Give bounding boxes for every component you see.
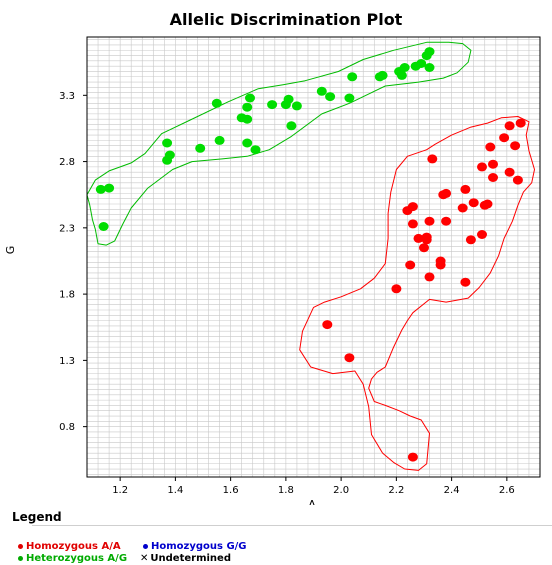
data-point-heterozygous-ag xyxy=(347,72,358,82)
x-tick-label: 1.6 xyxy=(223,485,239,496)
data-point-heterozygous-ag xyxy=(325,92,336,102)
cluster-outlines xyxy=(86,41,535,471)
data-point-heterozygous-ag xyxy=(164,150,175,160)
y-tick-label: 3.3 xyxy=(59,91,75,102)
data-point-homozygous-aa xyxy=(427,154,438,164)
y-tick-label: 1.8 xyxy=(59,290,75,301)
data-point-homozygous-aa xyxy=(405,260,416,270)
data-point-homozygous-aa xyxy=(482,199,493,209)
data-point-heterozygous-ag xyxy=(377,70,388,80)
plot-frame xyxy=(86,36,541,478)
data-point-homozygous-aa xyxy=(504,167,515,177)
legend-item-homozygous-aa: Homozygous A/A xyxy=(18,541,121,552)
chart-grid xyxy=(86,37,541,477)
data-point-heterozygous-ag xyxy=(316,86,327,96)
data-point-heterozygous-ag xyxy=(267,100,278,110)
data-point-homozygous-aa xyxy=(468,198,479,208)
cluster-outline-homozygous-aa xyxy=(299,116,535,471)
x-tick-label: 1.4 xyxy=(167,485,183,496)
data-point-heterozygous-ag xyxy=(242,102,253,112)
data-point-heterozygous-ag xyxy=(399,63,410,72)
data-point-homozygous-aa xyxy=(510,141,521,151)
data-point-heterozygous-ag xyxy=(286,121,297,131)
x-mark-icon: ✕ xyxy=(140,553,149,564)
chart-title: Allelic Discrimination Plot xyxy=(170,10,403,29)
data-point-homozygous-aa xyxy=(391,284,402,294)
data-point-heterozygous-ag xyxy=(98,222,109,231)
data-point-heterozygous-ag xyxy=(344,93,355,103)
y-tick-label: 2.8 xyxy=(59,157,75,168)
data-point-heterozygous-ag xyxy=(424,47,435,57)
legend-divider xyxy=(32,525,552,526)
legend-title: Legend xyxy=(12,510,62,524)
data-point-heterozygous-ag xyxy=(250,145,261,155)
data-point-heterozygous-ag xyxy=(424,63,435,72)
data-point-heterozygous-ag xyxy=(242,138,253,148)
x-axis-ticks: 1.2 1.4 1.6 1.8 2.0 2.2 2.4 2.6 xyxy=(112,477,515,496)
data-point-heterozygous-ag xyxy=(396,70,407,80)
data-point-homozygous-aa xyxy=(407,219,418,229)
data-point-homozygous-aa xyxy=(465,235,476,245)
data-point-homozygous-aa xyxy=(407,202,418,212)
x-tick-label: 2.0 xyxy=(333,485,349,496)
data-point-homozygous-aa xyxy=(457,203,468,213)
data-point-heterozygous-ag xyxy=(162,138,173,148)
y-axis-label: G xyxy=(4,246,17,255)
y-tick-label: 2.3 xyxy=(59,223,75,234)
x-tick-label: 2.2 xyxy=(388,485,404,496)
data-point-homozygous-aa xyxy=(488,159,498,169)
y-axis-ticks: 0.8 1.3 1.8 2.3 2.8 3.3 xyxy=(59,91,87,433)
data-point-heterozygous-ag xyxy=(245,93,255,103)
y-tick-label: 1.3 xyxy=(59,356,75,367)
legend-item-undetermined: ✕ Undetermined xyxy=(140,553,231,564)
data-point-heterozygous-ag xyxy=(195,143,206,153)
legend-item-homozygous-gg: Homozygous G/G xyxy=(143,541,247,552)
data-point-homozygous-aa xyxy=(344,353,355,363)
data-point-heterozygous-ag xyxy=(283,94,294,104)
data-point-homozygous-aa xyxy=(515,118,526,128)
data-point-homozygous-aa xyxy=(477,230,487,239)
data-point-homozygous-aa xyxy=(504,121,515,131)
data-point-homozygous-aa xyxy=(441,188,452,198)
data-point-heterozygous-ag xyxy=(291,101,302,111)
x-tick-label: 2.6 xyxy=(499,485,515,496)
data-points xyxy=(95,47,526,462)
data-point-homozygous-aa xyxy=(419,243,429,253)
data-point-homozygous-aa xyxy=(424,272,435,282)
y-tick-label: 0.8 xyxy=(59,422,75,433)
data-point-homozygous-aa xyxy=(322,320,333,330)
data-point-homozygous-aa xyxy=(488,173,498,182)
data-point-homozygous-aa xyxy=(435,256,446,266)
red-dot-icon xyxy=(18,543,23,549)
legend: Legend Homozygous A/A Homozygous G/G Het… xyxy=(0,507,552,565)
data-point-heterozygous-ag xyxy=(95,184,106,194)
cluster-outline-heterozygous-ag xyxy=(86,41,472,246)
x-tick-label: 1.8 xyxy=(278,485,294,496)
data-point-heterozygous-ag xyxy=(104,183,115,193)
data-point-heterozygous-ag xyxy=(242,114,253,124)
data-point-homozygous-aa xyxy=(512,175,523,185)
data-point-homozygous-aa xyxy=(421,232,432,242)
data-point-homozygous-aa xyxy=(441,216,452,226)
x-tick-label: 1.2 xyxy=(112,485,128,496)
data-point-homozygous-aa xyxy=(424,216,435,226)
green-dot-icon xyxy=(18,555,23,561)
x-axis-label: A xyxy=(308,498,316,505)
blue-dot-icon xyxy=(143,543,148,549)
data-point-homozygous-aa xyxy=(460,277,471,287)
allelic-discrimination-chart: Allelic Discrimination Plot 1.2 1.4 1.6 1.8… xyxy=(4,10,541,505)
data-point-homozygous-aa xyxy=(477,162,487,172)
data-point-homozygous-aa xyxy=(413,233,424,243)
data-point-homozygous-aa xyxy=(485,142,496,152)
x-tick-label: 2.4 xyxy=(444,485,460,496)
data-point-homozygous-aa xyxy=(460,184,471,194)
data-point-homozygous-aa xyxy=(407,452,418,462)
data-point-homozygous-aa xyxy=(499,133,510,143)
data-point-heterozygous-ag xyxy=(211,98,222,108)
data-point-heterozygous-ag xyxy=(416,59,427,68)
data-point-heterozygous-ag xyxy=(214,135,225,145)
legend-item-heterozygous-ag: Heterozygous A/G xyxy=(18,553,127,564)
